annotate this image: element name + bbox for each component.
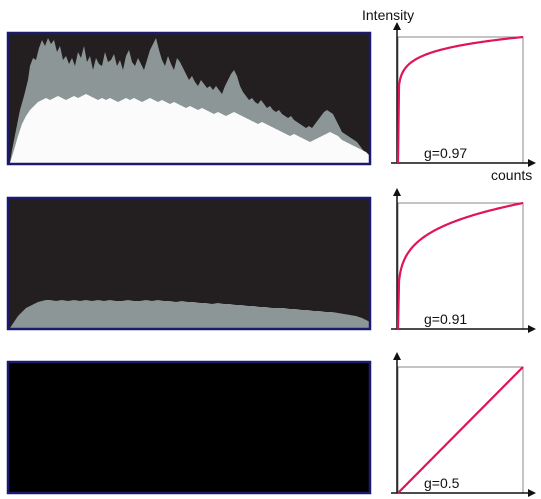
gamma-plot-3-y-arrow bbox=[393, 352, 401, 360]
histogram-panel-1 bbox=[6, 31, 372, 166]
histogram-1-frame bbox=[6, 31, 372, 166]
gamma-plot-1: g=0.97 bbox=[391, 22, 536, 167]
histogram-2-gray-body bbox=[10, 300, 370, 329]
gamma-plot-1-label: g=0.97 bbox=[424, 145, 467, 161]
gamma-plot-3-curve bbox=[397, 366, 524, 494]
gamma-plot-2-curve bbox=[396, 201, 524, 330]
gamma-plot-1-x-arrow bbox=[528, 159, 536, 167]
gamma-plot-1-curve bbox=[396, 35, 524, 164]
y-axis-title: Intensity bbox=[362, 7, 414, 23]
gamma-plot-1-y-arrow bbox=[393, 22, 401, 30]
gamma-plot-2-y-arrow bbox=[393, 188, 401, 196]
gamma-plot-2-label: g=0.91 bbox=[424, 311, 467, 327]
histogram-panel-3 bbox=[6, 360, 372, 495]
histogram-3-frame bbox=[6, 360, 372, 495]
histogram-panel-2 bbox=[6, 196, 372, 331]
gamma-plot-2: g=0.91 bbox=[391, 188, 536, 333]
gamma-plot-3-label: g=0.5 bbox=[424, 475, 460, 491]
histogram-1-white-body bbox=[10, 94, 370, 163]
gamma-plot-3-x-arrow bbox=[528, 489, 536, 497]
x-axis-title: counts bbox=[491, 167, 532, 183]
gamma-plot-2-x-arrow bbox=[528, 325, 536, 333]
gamma-plot-3: g=0.5 bbox=[391, 352, 536, 497]
histogram-3-background bbox=[8, 362, 370, 493]
histogram-2-frame bbox=[6, 196, 372, 331]
